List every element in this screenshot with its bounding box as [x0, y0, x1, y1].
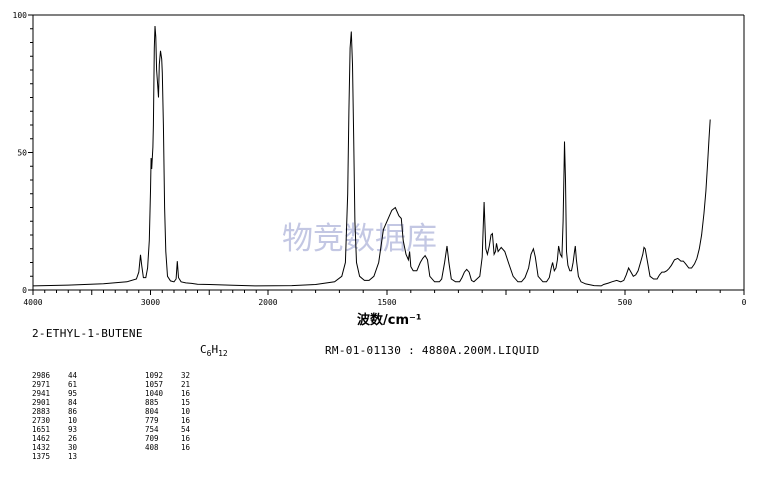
- x-tick-label: 1500: [377, 298, 396, 307]
- y-tick-label: 50: [17, 149, 27, 158]
- peak-transmittance: 84: [68, 398, 78, 407]
- peak-row: 408 16: [145, 443, 201, 452]
- peak-transmittance: 15: [181, 398, 191, 407]
- y-tick-label: 0: [22, 286, 27, 295]
- peak-wavenumber: 2730: [32, 416, 51, 425]
- x-tick-label: 4000: [23, 298, 42, 307]
- peak-transmittance: 93: [68, 425, 78, 434]
- y-tick-label: 100: [13, 11, 28, 20]
- peak-row: 2941 95: [32, 389, 88, 398]
- peak-transmittance: 44: [68, 371, 78, 380]
- peak-wavenumber: 2941: [32, 389, 51, 398]
- peak-transmittance: 16: [181, 434, 191, 443]
- peak-wavenumber: 2901: [32, 398, 51, 407]
- formula-h-count: 12: [218, 349, 228, 359]
- peak-row: 1432 30: [32, 443, 88, 452]
- peak-row: 2883 86: [32, 407, 88, 416]
- formula-c: C: [200, 343, 207, 356]
- peak-transmittance: 21: [181, 380, 191, 389]
- peak-table-column-1: 2986 44 2971 61 2941 95 2901 84 2883 86 2730 10 1651…: [32, 371, 88, 461]
- watermark-text: 物竞数据库: [282, 221, 437, 257]
- formula-c-count: 6: [206, 349, 212, 359]
- molecular-formula: C6H12: [200, 343, 228, 358]
- peak-transmittance: 61: [68, 380, 78, 389]
- peak-row: 1040 16: [145, 389, 201, 398]
- peak-wavenumber: 754: [145, 425, 159, 434]
- peak-row: 2901 84: [32, 398, 88, 407]
- peak-row: 1651 93: [32, 425, 88, 434]
- spectrum-line: [32, 25, 711, 287]
- peak-wavenumber: 1040: [145, 389, 164, 398]
- peak-transmittance: 13: [68, 452, 78, 461]
- spectrum-info: RM-01-01130 : 4880A.200M.LIQUID: [325, 344, 540, 357]
- peak-wavenumber: 1432: [32, 443, 51, 452]
- peak-wavenumber: 1375: [32, 452, 51, 461]
- peak-transmittance: 30: [68, 443, 78, 452]
- peak-wavenumber: 2986: [32, 371, 51, 380]
- peak-transmittance: 95: [68, 389, 78, 398]
- peak-transmittance: 26: [68, 434, 78, 443]
- peak-transmittance: 32: [181, 371, 191, 380]
- peak-wavenumber: 2883: [32, 407, 51, 416]
- tick-marks: [28, 14, 745, 295]
- peak-row: 1057 21: [145, 380, 201, 389]
- peak-wavenumber: 885: [145, 398, 159, 407]
- peak-row: 804 10: [145, 407, 201, 416]
- peak-transmittance: 10: [181, 407, 191, 416]
- peak-row: 2971 61: [32, 380, 88, 389]
- compound-name: 2-ETHYL-1-BUTENE: [32, 327, 143, 340]
- peak-row: 1462 26: [32, 434, 88, 443]
- peak-wavenumber: 1651: [32, 425, 51, 434]
- peak-transmittance: 16: [181, 443, 191, 452]
- formula-h: H: [211, 343, 219, 356]
- peak-row: 2986 44: [32, 371, 88, 380]
- tick-labels: 4000 3000 2000 1500 500 0 0 50 100: [13, 11, 747, 307]
- peak-row: 885 15: [145, 398, 201, 407]
- peak-wavenumber: 1462: [32, 434, 51, 443]
- x-tick-label: 500: [618, 298, 633, 307]
- peak-wavenumber: 1092: [145, 371, 164, 380]
- peak-transmittance: 86: [68, 407, 78, 416]
- peak-wavenumber: 804: [145, 407, 159, 416]
- peak-transmittance: 16: [181, 389, 191, 398]
- peak-wavenumber: 2971: [32, 380, 51, 389]
- peak-table-column-2: 1092 32 1057 21 1040 16 885 15 804 10 779 16 754 54 70…: [145, 371, 201, 452]
- peak-row: 1375 13: [32, 452, 88, 461]
- peak-wavenumber: 709: [145, 434, 159, 443]
- peak-row: 754 54: [145, 425, 201, 434]
- peak-transmittance: 16: [181, 416, 191, 425]
- x-axis-label: 波数/cm⁻¹: [357, 312, 422, 328]
- peak-row: 1092 32: [145, 371, 201, 380]
- peak-row: 709 16: [145, 434, 201, 443]
- peak-wavenumber: 1057: [145, 380, 164, 389]
- x-tick-label: 2000: [258, 298, 277, 307]
- peak-row: 779 16: [145, 416, 201, 425]
- peak-wavenumber: 779: [145, 416, 159, 425]
- peak-wavenumber: 408: [145, 443, 159, 452]
- peak-row: 2730 10: [32, 416, 88, 425]
- x-tick-label: 0: [742, 298, 747, 307]
- peak-transmittance: 10: [68, 416, 78, 425]
- x-tick-label: 3000: [141, 298, 160, 307]
- peak-transmittance: 54: [181, 425, 191, 434]
